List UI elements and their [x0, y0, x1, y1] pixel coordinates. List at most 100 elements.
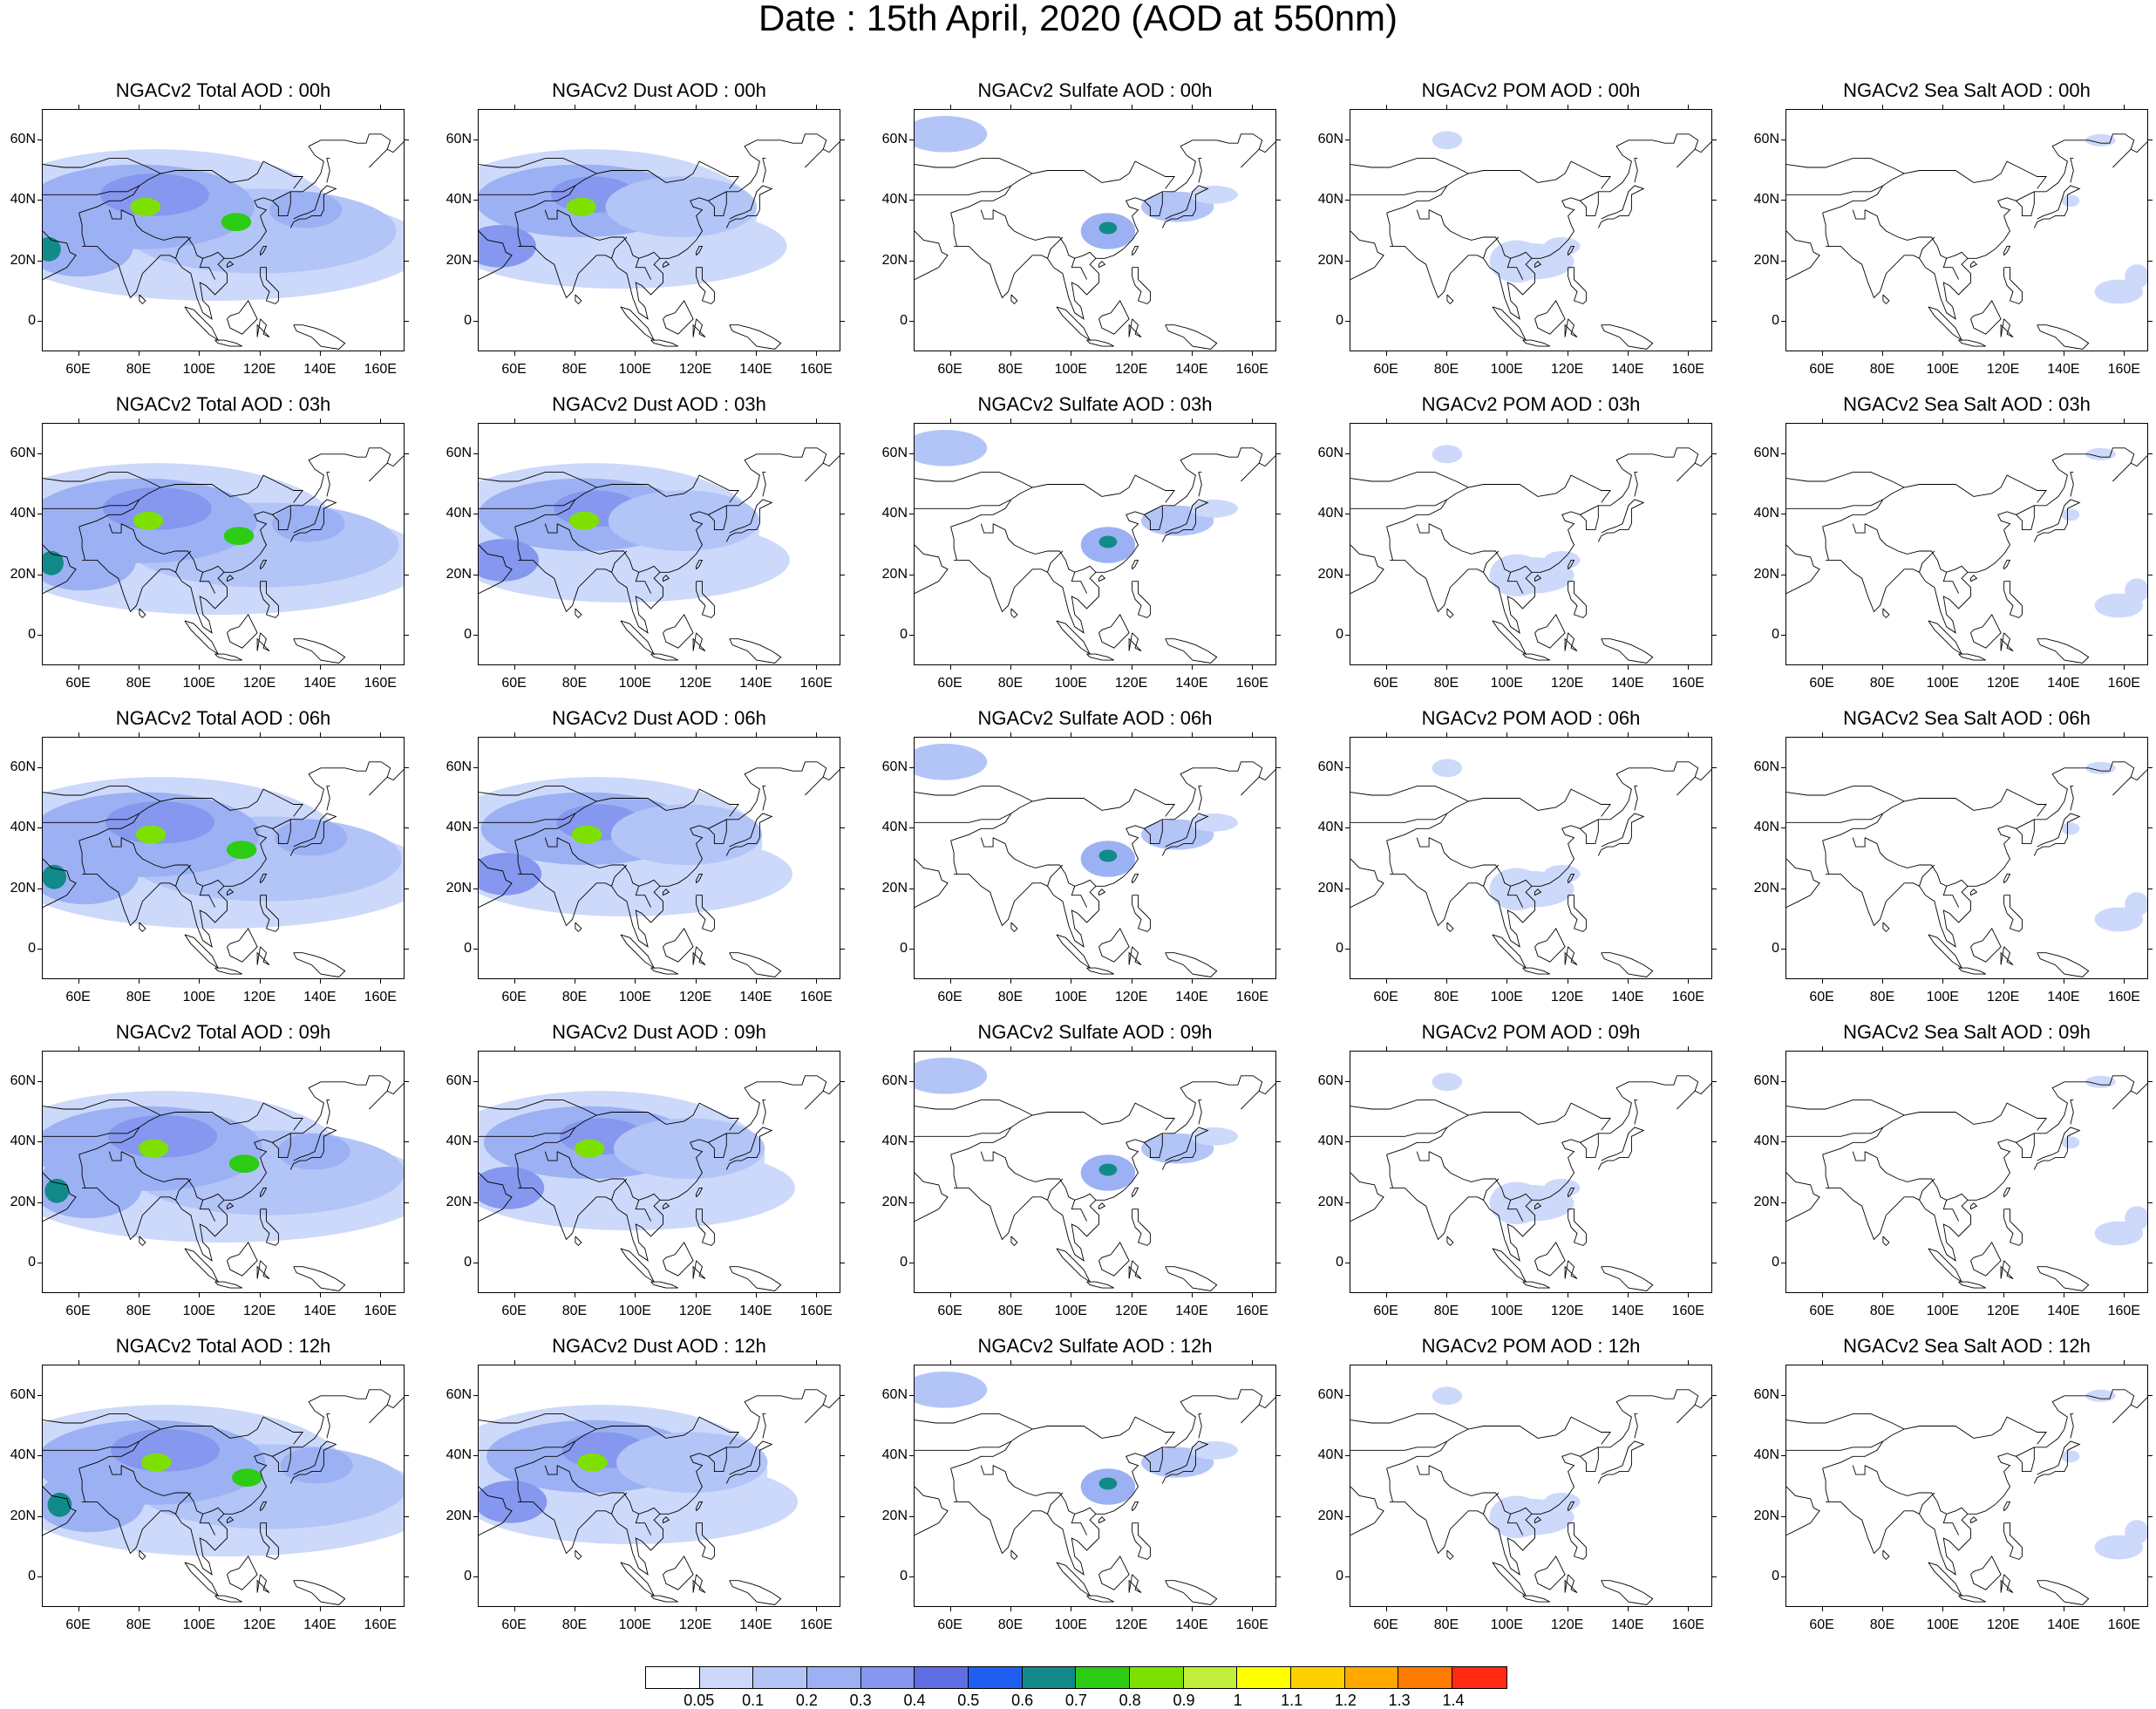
boundary-line [980, 837, 994, 848]
boundary-line [1634, 158, 1638, 183]
boundary-line [2070, 786, 2074, 811]
latitude-label: 40N [881, 506, 908, 521]
boundary-line [1010, 1549, 1018, 1561]
axis-tick [840, 1394, 845, 1396]
latitude-label: 40N [10, 1134, 36, 1149]
aod-region [1432, 759, 1463, 778]
boundary-line [1086, 1281, 1115, 1289]
boundary-line [1446, 294, 1454, 305]
boundary-line [1010, 922, 1018, 933]
boundary-line [1970, 928, 2002, 963]
panel-title: NGACv2 Sea Salt AOD : 03h [1843, 393, 2091, 415]
longitude-label: 120E [1986, 676, 2020, 691]
colorbar-tick-label: 0.9 [1173, 1692, 1195, 1709]
boundary-line [650, 339, 679, 347]
boundary-line [1198, 786, 1202, 811]
boundary-line [326, 786, 330, 811]
panel-title: NGACv2 Sea Salt AOD : 12h [1843, 1335, 2091, 1357]
axis-tick [755, 1607, 757, 1611]
panel-title: NGACv2 Sulfate AOD : 03h [977, 393, 1213, 415]
longitude-label: 120E [1986, 1304, 2020, 1318]
coastlines [43, 1075, 404, 1291]
longitude-label: 160E [799, 1617, 833, 1632]
total-aod-map [42, 737, 405, 979]
latitude-label: 0 [464, 941, 472, 957]
boundary-line [1919, 1178, 1935, 1201]
axis-tick [909, 260, 914, 262]
boundary-line [620, 1248, 656, 1283]
longitude-label: 80E [1869, 362, 1895, 377]
boundary-line [663, 1202, 670, 1210]
boundary-line [1132, 895, 1151, 932]
boundary-line [1132, 1209, 1151, 1246]
aod-region [44, 1178, 70, 1203]
axis-tick [1191, 1293, 1193, 1297]
latitude-label: 40N [10, 506, 36, 521]
axis-tick [405, 635, 409, 637]
axis-tick [1781, 453, 1785, 454]
latitude-label: 40N [881, 1134, 908, 1149]
boundary-line [1568, 245, 1575, 256]
boundary-line [214, 967, 243, 975]
longitude-label: 140E [303, 990, 337, 1004]
axis-tick [1506, 979, 1508, 984]
boundary-line [260, 1501, 268, 1512]
boundary-line [2016, 1133, 2035, 1143]
axis-tick [909, 321, 914, 323]
axis-tick [199, 351, 201, 356]
boundary-line [915, 1100, 1033, 1116]
axis-tick [1821, 1607, 1823, 1611]
longitude-label: 100E [618, 362, 651, 377]
axis-tick [1821, 105, 1823, 109]
boundary-line [2003, 1187, 2011, 1198]
colorbar-tick-label: 0.2 [795, 1692, 818, 1709]
boundary-line [762, 158, 766, 183]
boundary-line [227, 300, 258, 335]
aod-region [610, 804, 763, 865]
longitude-label: 120E [1550, 362, 1584, 377]
axis-tick [1881, 1607, 1883, 1611]
latitude-label: 0 [1772, 627, 1779, 643]
boundary-line [1597, 1440, 1645, 1484]
boundary-line [78, 526, 85, 561]
longitude-label: 120E [1986, 362, 2020, 377]
latitude-label: 0 [28, 313, 36, 329]
boundary-line [260, 1187, 268, 1198]
boundary-line [260, 895, 279, 932]
boundary-line [1144, 191, 1163, 201]
longitude-label: 140E [1611, 1304, 1644, 1318]
boundary-line [692, 1574, 706, 1594]
boundary-line [575, 608, 582, 619]
boundary-line [1822, 474, 2047, 528]
axis-tick [1385, 979, 1387, 984]
boundary-line [43, 185, 140, 195]
longitude-label: 140E [2047, 362, 2080, 377]
axis-tick [2003, 665, 2004, 670]
longitude-label: 80E [126, 1304, 152, 1318]
boundary-line [1786, 1100, 1905, 1116]
latitude-label: 60N [881, 131, 908, 146]
boundary-line [611, 864, 628, 887]
boundary-line [915, 185, 1012, 195]
boundary-line [369, 462, 388, 482]
coastlines [479, 1389, 840, 1605]
boundary-line [1786, 1486, 1820, 1536]
latitude-label: 60N [1753, 759, 1779, 774]
axis-tick [1010, 1607, 1011, 1611]
axis-tick [1881, 665, 1883, 670]
boundary-line [289, 1127, 337, 1170]
longitude-label: 120E [1114, 1617, 1148, 1632]
axis-tick [840, 635, 845, 637]
axis-tick [1712, 1080, 1717, 1082]
boundary-line [2112, 148, 2132, 168]
boundary-line [1822, 1467, 1829, 1502]
boundary-line [1390, 873, 1484, 927]
longitude-label: 80E [561, 362, 588, 377]
axis-tick [1942, 1360, 1944, 1365]
boundary-line [1047, 236, 1064, 259]
latitude-label: 20N [1317, 566, 1343, 582]
boundary-line [729, 952, 782, 977]
axis-tick [695, 351, 697, 356]
boundary-line [692, 632, 706, 652]
axis-tick [513, 1360, 515, 1365]
